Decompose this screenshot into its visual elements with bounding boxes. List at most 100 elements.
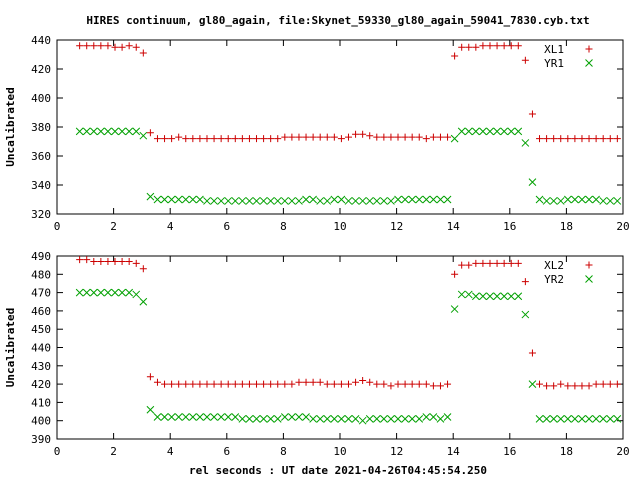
data-point — [174, 413, 183, 421]
data-point — [181, 195, 190, 204]
data-point — [330, 380, 338, 388]
data-point — [280, 413, 289, 421]
data-point — [394, 195, 402, 204]
legend-label: YR2 — [544, 273, 564, 286]
y-tick-label: 440 — [31, 34, 51, 47]
data-point — [97, 288, 105, 297]
data-point — [238, 197, 247, 205]
data-point — [599, 415, 608, 423]
data-point — [365, 415, 374, 423]
data-point — [188, 413, 197, 421]
data-point — [479, 42, 487, 50]
data-point — [188, 195, 197, 204]
data-point — [245, 380, 253, 388]
data-point — [125, 288, 134, 297]
data-point — [507, 127, 516, 136]
data-point — [231, 380, 239, 388]
data-point — [316, 378, 324, 386]
data-point — [203, 380, 211, 388]
data-point — [422, 135, 430, 143]
data-point — [231, 413, 240, 421]
data-point — [408, 415, 417, 423]
data-point — [231, 197, 240, 205]
data-point — [401, 415, 409, 423]
data-point — [563, 195, 572, 204]
data-point — [457, 127, 466, 136]
data-point — [83, 42, 91, 50]
data-point — [153, 135, 161, 143]
x-tick-label: 6 — [223, 220, 230, 233]
data-point — [146, 405, 155, 414]
data-point — [380, 380, 388, 388]
x-tick-label: 16 — [503, 445, 516, 458]
data-point — [486, 259, 494, 267]
data-point — [408, 380, 416, 388]
data-point — [352, 130, 360, 138]
y-tick-label: 470 — [31, 287, 51, 300]
data-point — [486, 42, 494, 50]
data-point — [401, 380, 409, 388]
data-point — [613, 380, 621, 388]
data-point — [168, 380, 176, 388]
data-point — [203, 135, 211, 143]
data-point — [75, 127, 84, 136]
data-point — [599, 197, 608, 205]
data-point — [550, 382, 558, 390]
y-tick-label: 380 — [31, 121, 51, 134]
data-point — [288, 413, 296, 421]
data-point — [351, 197, 360, 205]
data-point — [352, 378, 360, 386]
bottom-panel: 390 400 410 420 430 440 450 460 470 480 490 0 2 4 6 8 10… — [4, 250, 630, 458]
data-point — [181, 413, 190, 421]
data-point — [281, 133, 289, 141]
data-point — [415, 415, 424, 423]
data-point — [344, 380, 352, 388]
data-point — [182, 135, 190, 143]
y-tick-label: 400 — [31, 415, 51, 428]
data-point — [90, 257, 98, 265]
data-point — [189, 135, 197, 143]
data-point — [606, 135, 614, 143]
data-point — [486, 292, 494, 301]
data-point — [168, 135, 176, 143]
data-point — [585, 382, 593, 390]
data-point — [309, 415, 317, 423]
data-point — [273, 415, 282, 423]
data-point — [571, 135, 579, 143]
data-point — [514, 259, 522, 267]
data-point — [174, 195, 183, 204]
data-point — [479, 292, 487, 301]
data-point — [465, 261, 473, 269]
y-tick-label: 480 — [31, 268, 51, 281]
data-point — [479, 127, 487, 136]
data-point — [139, 297, 148, 306]
data-point — [182, 380, 190, 388]
x-tick-label: 12 — [390, 220, 403, 233]
data-point — [245, 197, 254, 205]
y-tick-label: 390 — [31, 433, 51, 446]
data-point — [266, 415, 275, 423]
data-point — [139, 131, 148, 140]
data-point — [323, 415, 332, 423]
data-point — [302, 195, 310, 204]
y-tick-label: 340 — [31, 179, 51, 192]
data-point — [337, 415, 346, 423]
data-point — [507, 292, 516, 301]
data-point — [118, 127, 126, 136]
data-point — [260, 135, 268, 143]
y-tick-label: 430 — [31, 360, 51, 373]
data-point — [592, 135, 600, 143]
data-point — [111, 127, 119, 136]
data-point — [358, 197, 367, 205]
data-point — [203, 413, 211, 421]
data-point — [76, 256, 84, 264]
data-point — [556, 415, 565, 423]
data-point — [408, 133, 416, 141]
data-point — [450, 305, 459, 313]
data-point — [238, 415, 247, 423]
data-point — [344, 415, 353, 423]
data-point — [344, 197, 353, 205]
data-point — [238, 135, 246, 143]
data-point — [542, 197, 551, 205]
data-point — [274, 135, 282, 143]
